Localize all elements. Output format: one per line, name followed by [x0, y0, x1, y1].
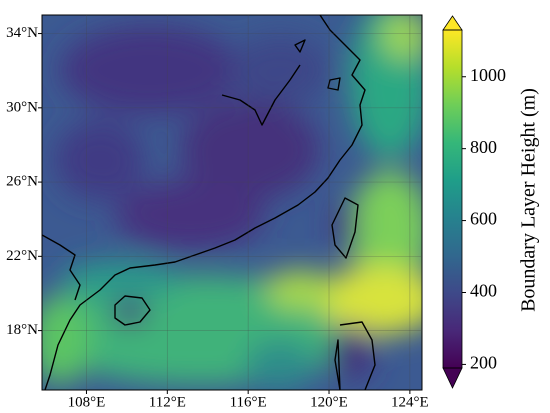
colorbar-tick-label: 600 — [470, 209, 497, 229]
colorbar-label: Boundary Layer Height (m) — [518, 88, 540, 312]
colorbar-tick-label: 800 — [470, 137, 497, 157]
colorbar-extend-top — [442, 15, 463, 31]
x-tick-label: 124°E — [391, 394, 429, 410]
x-tick-label: 112°E — [149, 394, 186, 410]
colorbar-frame — [442, 29, 463, 369]
y-tick-label: 22°N — [6, 248, 38, 264]
map-field — [42, 15, 422, 390]
colorbar — [443, 30, 462, 368]
map-frame — [41, 14, 423, 391]
colorbar-tick-label: 200 — [470, 353, 497, 373]
colorbar-extend-bottom — [442, 367, 463, 389]
colorbar-tick-label: 400 — [470, 281, 497, 301]
y-tick-label: 26°N — [6, 174, 38, 190]
y-tick-label: 18°N — [6, 322, 38, 338]
y-tick-label: 34°N — [6, 25, 38, 41]
x-tick-label: 116°E — [230, 394, 267, 410]
colorbar-tick-label: 1000 — [470, 65, 506, 85]
x-tick-label: 120°E — [310, 394, 348, 410]
y-tick-label: 30°N — [6, 99, 38, 115]
x-tick-label: 108°E — [68, 394, 106, 410]
